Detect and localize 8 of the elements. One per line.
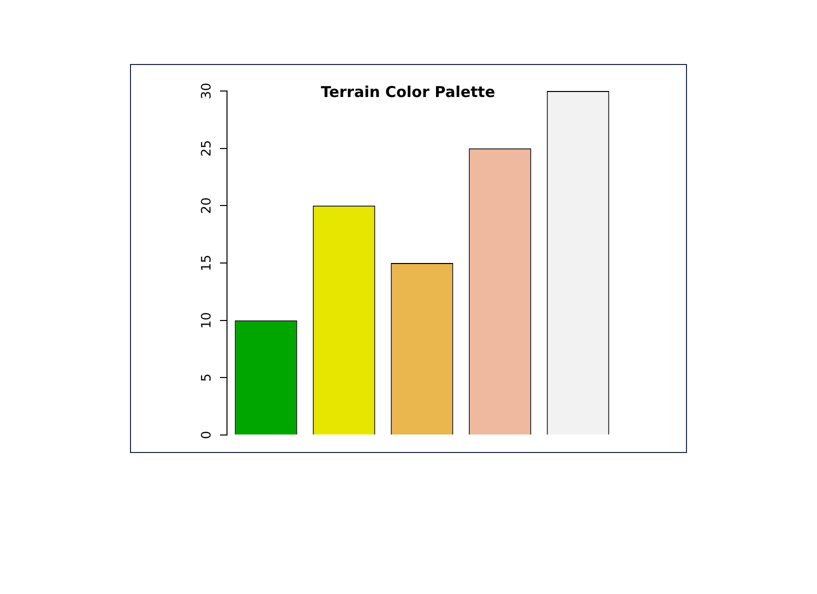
- y-tick-label: 20: [199, 197, 214, 214]
- y-tick-label: 15: [199, 254, 214, 272]
- y-tick-label: 25: [199, 140, 214, 157]
- y-tick-label: 30: [199, 82, 214, 100]
- y-tick-label: 10: [199, 312, 214, 329]
- y-tick-label: 0: [199, 430, 214, 440]
- chart-title: Terrain Color Palette: [320, 82, 496, 101]
- y-tick-label: 5: [199, 374, 214, 382]
